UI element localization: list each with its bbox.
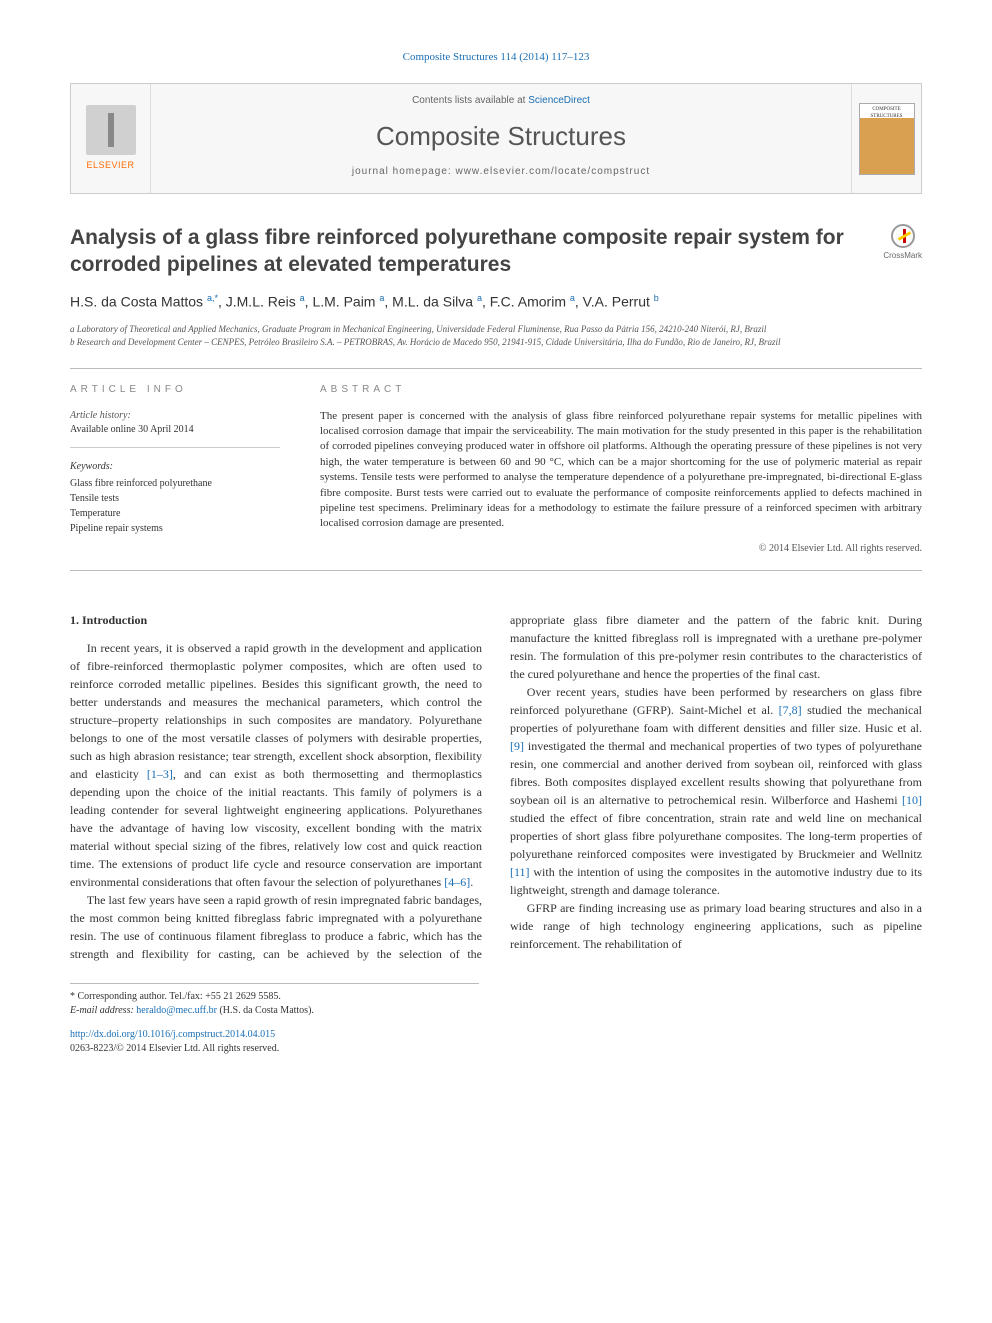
elsevier-logo[interactable]: ELSEVIER: [71, 84, 151, 192]
crossmark-icon: [891, 224, 915, 248]
reference-link[interactable]: [10]: [902, 793, 922, 807]
affiliation-b: b Research and Development Center – CENP…: [70, 336, 922, 350]
elsevier-tree-icon: [86, 105, 136, 155]
journal-cover-thumb[interactable]: COMPOSITE STRUCTURES: [851, 84, 921, 192]
body-paragraph: GFRP are finding increasing use as prima…: [510, 899, 922, 953]
citation-line[interactable]: Composite Structures 114 (2014) 117–123: [70, 50, 922, 65]
crossmark-badge[interactable]: CrossMark: [883, 224, 922, 261]
page-footer: http://dx.doi.org/10.1016/j.compstruct.2…: [70, 1028, 922, 1056]
reference-link[interactable]: [7,8]: [779, 703, 802, 717]
reference-link[interactable]: [9]: [510, 739, 524, 753]
corresponding-footer: * Corresponding author. Tel./fax: +55 21…: [70, 983, 479, 1018]
title-row: Analysis of a glass fibre reinforced pol…: [70, 224, 922, 279]
doi-link[interactable]: http://dx.doi.org/10.1016/j.compstruct.2…: [70, 1028, 922, 1042]
authors-line: H.S. da Costa Mattos a,*, J.M.L. Reis a,…: [70, 292, 922, 312]
info-heading: ARTICLE INFO: [70, 383, 280, 397]
reference-link[interactable]: [4–6]: [444, 875, 470, 889]
keyword-item: Temperature: [70, 506, 280, 521]
article-info: ARTICLE INFO Article history: Available …: [70, 369, 290, 570]
header-center: Contents lists available at ScienceDirec…: [151, 84, 851, 192]
body-text: 1. Introduction In recent years, it is o…: [70, 611, 922, 963]
keyword-item: Pipeline repair systems: [70, 521, 280, 536]
abstract-text: The present paper is concerned with the …: [320, 409, 922, 532]
body-paragraph: In recent years, it is observed a rapid …: [70, 639, 482, 891]
keywords-list: Glass fibre reinforced polyurethaneTensi…: [70, 476, 280, 536]
reference-link[interactable]: [11]: [510, 865, 530, 879]
abstract-copyright: © 2014 Elsevier Ltd. All rights reserved…: [320, 542, 922, 556]
sciencedirect-link[interactable]: ScienceDirect: [528, 95, 590, 106]
reference-link[interactable]: [1–3]: [147, 767, 173, 781]
corr-note: * Corresponding author. Tel./fax: +55 21…: [70, 990, 479, 1004]
homepage-line[interactable]: journal homepage: www.elsevier.com/locat…: [171, 165, 831, 179]
journal-name: Composite Structures: [171, 118, 831, 154]
email-owner: (H.S. da Costa Mattos).: [217, 1005, 314, 1016]
issn-line: 0263-8223/© 2014 Elsevier Ltd. All right…: [70, 1042, 922, 1056]
article-title: Analysis of a glass fibre reinforced pol…: [70, 224, 867, 279]
affiliation-a: a Laboratory of Theoretical and Applied …: [70, 323, 922, 337]
article-history: Article history: Available online 30 Apr…: [70, 409, 280, 448]
page-root: Composite Structures 114 (2014) 117–123 …: [0, 0, 992, 1096]
cover-image-icon: COMPOSITE STRUCTURES: [859, 103, 915, 175]
corr-email-line: E-mail address: heraldo@mec.uff.br (H.S.…: [70, 1004, 479, 1018]
affiliations: a Laboratory of Theoretical and Applied …: [70, 323, 922, 350]
keyword-item: Glass fibre reinforced polyurethane: [70, 476, 280, 491]
journal-header: ELSEVIER Contents lists available at Sci…: [70, 83, 922, 193]
body-paragraph: Over recent years, studies have been per…: [510, 683, 922, 899]
email-label: E-mail address:: [70, 1005, 134, 1016]
abstract: ABSTRACT The present paper is concerned …: [320, 369, 922, 570]
contents-line: Contents lists available at ScienceDirec…: [171, 94, 831, 108]
history-label: Article history:: [70, 409, 280, 423]
section-heading-intro: 1. Introduction: [70, 611, 482, 629]
keyword-item: Tensile tests: [70, 491, 280, 506]
history-line: Available online 30 April 2014: [70, 423, 280, 437]
email-link[interactable]: heraldo@mec.uff.br: [136, 1005, 217, 1016]
elsevier-label: ELSEVIER: [86, 159, 134, 172]
crossmark-label: CrossMark: [883, 250, 922, 261]
contents-prefix: Contents lists available at: [412, 95, 528, 106]
info-abstract-row: ARTICLE INFO Article history: Available …: [70, 368, 922, 571]
abstract-heading: ABSTRACT: [320, 383, 922, 397]
keywords-label: Keywords:: [70, 460, 280, 474]
